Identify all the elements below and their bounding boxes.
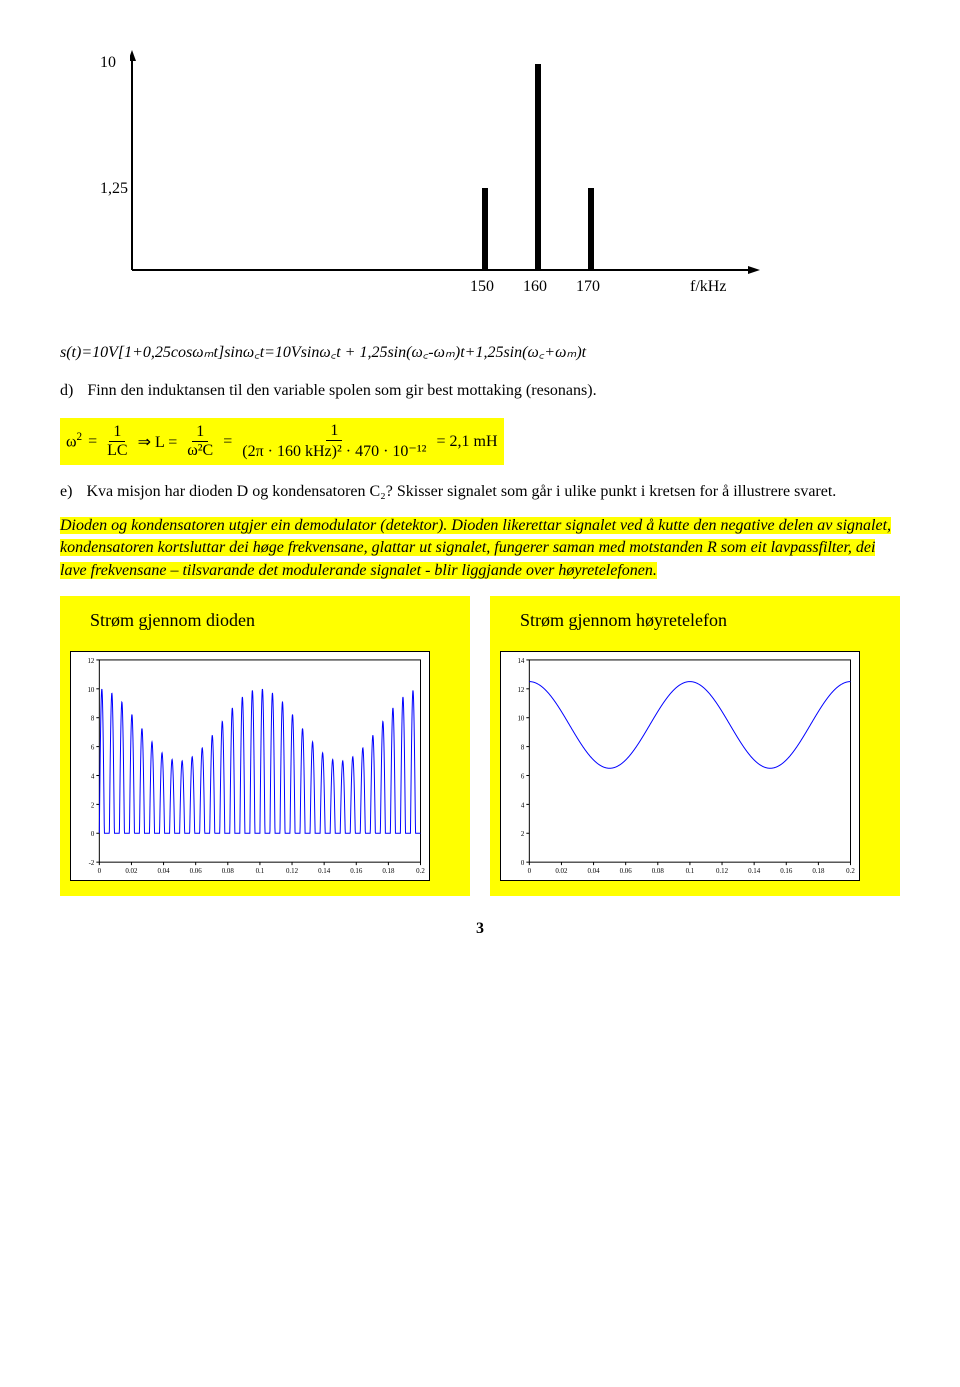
svg-text:0.14: 0.14 <box>748 868 761 875</box>
svg-text:0.08: 0.08 <box>222 868 235 875</box>
formula-frac2: 1 ω²C <box>183 423 217 460</box>
question-e-letter: e) <box>60 483 72 501</box>
svg-text:0.2: 0.2 <box>846 868 855 875</box>
svg-text:8: 8 <box>91 716 95 723</box>
svg-text:12: 12 <box>517 687 524 694</box>
svg-text:6: 6 <box>521 774 525 781</box>
svg-text:0.04: 0.04 <box>157 868 170 875</box>
svg-text:0.1: 0.1 <box>256 868 265 875</box>
y-label-10: 10 <box>100 54 116 72</box>
subplot-right-title: Strøm gjennom høyretelefon <box>520 610 890 631</box>
answer-e-line1: Dioden og kondensatoren utgjer ein demod… <box>60 517 447 534</box>
svg-text:0.14: 0.14 <box>318 868 331 875</box>
svg-text:0.18: 0.18 <box>382 868 395 875</box>
svg-text:0.02: 0.02 <box>125 868 138 875</box>
svg-text:0.12: 0.12 <box>716 868 729 875</box>
y-label-125: 1,25 <box>100 180 128 198</box>
svg-text:0.02: 0.02 <box>555 868 568 875</box>
svg-text:-2: -2 <box>89 860 95 867</box>
svg-text:0.16: 0.16 <box>780 868 793 875</box>
svg-text:10: 10 <box>517 716 524 723</box>
question-d: d) Finn den induktansen til den variable… <box>60 382 900 400</box>
page-number: 3 <box>60 920 900 938</box>
signal-equation: s(t)=10V[1+0,25cosωₘt]sinω꜀t=10Vsinω꜀t +… <box>60 340 900 362</box>
subplot-left-canvas: -202468101200.020.040.060.080.10.120.140… <box>70 651 430 881</box>
spectrum-axes <box>130 50 770 295</box>
svg-text:14: 14 <box>517 658 524 665</box>
svg-text:0.04: 0.04 <box>587 868 600 875</box>
svg-text:0.18: 0.18 <box>812 868 825 875</box>
question-d-text: Finn den induktansen til den variable sp… <box>87 382 900 400</box>
question-e: e) Kva misjon har dioden D og kondensato… <box>60 483 900 501</box>
subplot-right-canvas: 0 2 4 6 8 10 12 14 0 0.02 0.04 0.06 0.08 0.1 0.12 0.14 0… <box>500 651 860 881</box>
inductance-formula: ω2 = 1 LC ⇒ L = 1 ω²C = 1 (2π · 160 kHz)… <box>60 418 900 465</box>
svg-text:0.08: 0.08 <box>652 868 665 875</box>
formula-implies: ⇒ L = <box>138 432 178 452</box>
svg-text:2: 2 <box>521 831 525 838</box>
spectrum-chart: 10 1,25 150160170f/kHz <box>60 50 820 310</box>
subplot-left: Strøm gjennom dioden -202468101200.020.0… <box>60 596 470 896</box>
formula-frac3: 1 (2π · 160 kHz)² · 470 · 10⁻¹² <box>238 422 430 461</box>
svg-text:0.16: 0.16 <box>350 868 363 875</box>
subplot-left-title: Strøm gjennom dioden <box>90 610 460 631</box>
question-d-letter: d) <box>60 382 73 400</box>
svg-text:0.1: 0.1 <box>686 868 695 875</box>
formula-result: = 2,1 mH <box>436 433 497 451</box>
formula-eq1: = <box>88 433 97 451</box>
svg-text:0.12: 0.12 <box>286 868 299 875</box>
svg-text:0: 0 <box>98 868 102 875</box>
answer-e: Dioden og kondensatoren utgjer ein demod… <box>60 515 900 582</box>
svg-text:4: 4 <box>91 774 95 781</box>
formula-frac1: 1 LC <box>103 423 131 460</box>
svg-text:8: 8 <box>521 745 525 752</box>
formula-omega: ω2 <box>66 431 82 451</box>
svg-text:0.06: 0.06 <box>620 868 633 875</box>
svg-text:0: 0 <box>91 831 95 838</box>
formula-eq2: = <box>223 433 232 451</box>
subplots-row: Strøm gjennom dioden -202468101200.020.0… <box>60 596 900 896</box>
svg-text:0: 0 <box>521 860 525 867</box>
svg-text:2: 2 <box>91 803 95 810</box>
svg-text:0: 0 <box>528 868 532 875</box>
svg-text:10: 10 <box>87 687 94 694</box>
svg-text:12: 12 <box>87 658 94 665</box>
question-e-text: Kva misjon har dioden D og kondensatoren… <box>86 483 900 501</box>
svg-text:0.06: 0.06 <box>190 868 203 875</box>
svg-text:0.2: 0.2 <box>416 868 425 875</box>
svg-text:4: 4 <box>521 803 525 810</box>
subplot-right: Strøm gjennom høyretelefon 0246810121400… <box>490 596 900 896</box>
svg-text:6: 6 <box>91 745 95 752</box>
